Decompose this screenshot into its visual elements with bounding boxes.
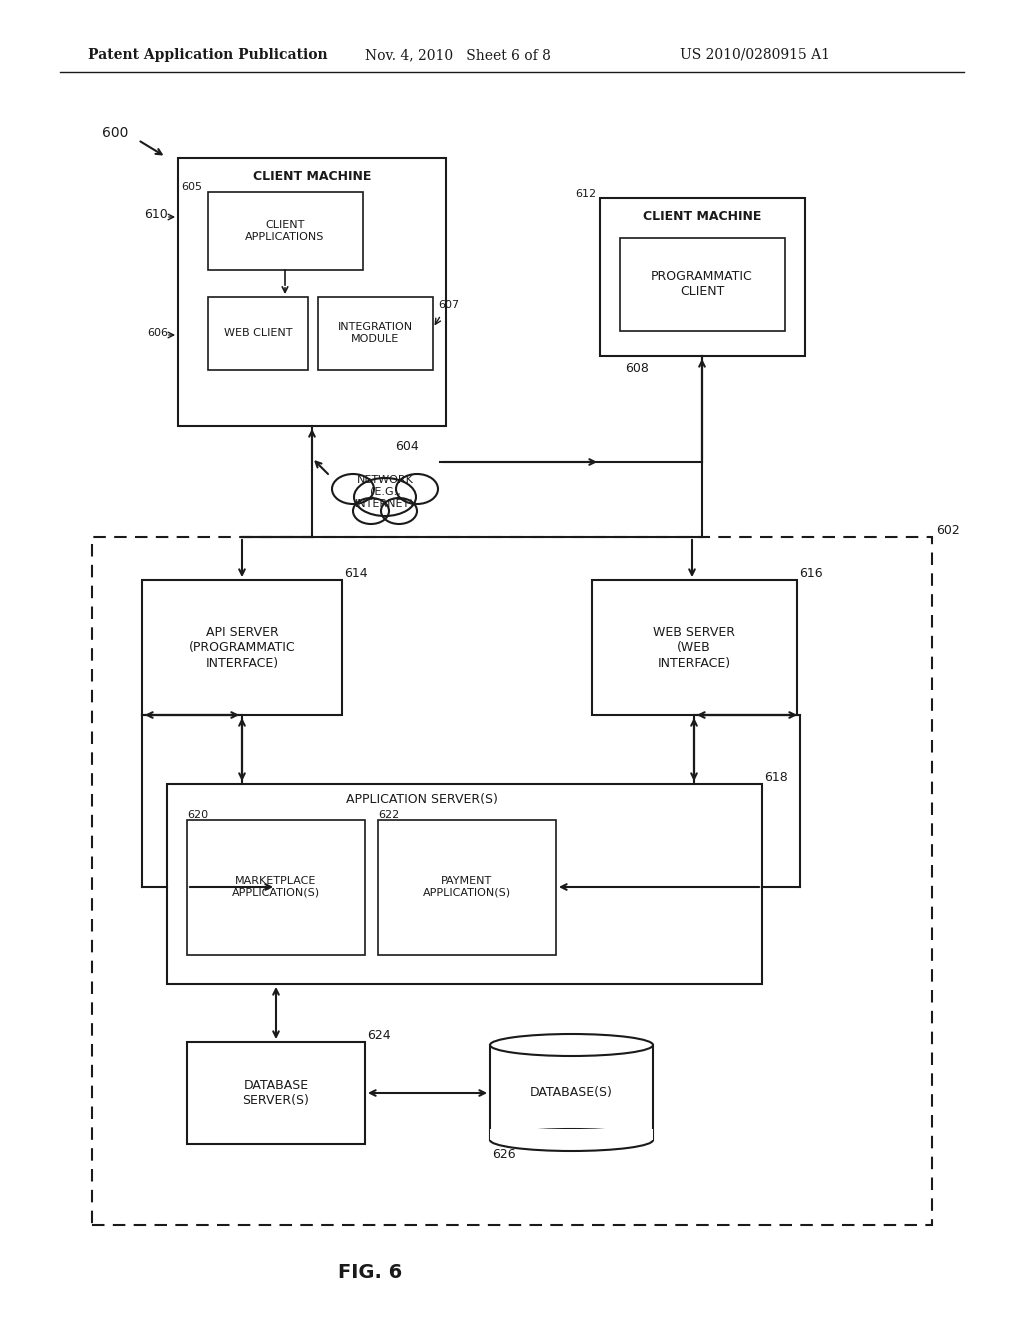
Text: NETWORK
(E.G.,
INTERNET): NETWORK (E.G., INTERNET) — [355, 475, 415, 508]
Bar — [208, 191, 362, 271]
Text: CLIENT
APPLICATIONS: CLIENT APPLICATIONS — [246, 220, 325, 242]
Text: Patent Application Publication: Patent Application Publication — [88, 48, 328, 62]
Text: 618: 618 — [764, 771, 787, 784]
Text: Nov. 4, 2010   Sheet 6 of 8: Nov. 4, 2010 Sheet 6 of 8 — [365, 48, 551, 62]
Bar — [490, 1129, 653, 1140]
Bar — [187, 820, 365, 954]
Text: PAYMENT
APPLICATION(S): PAYMENT APPLICATION(S) — [423, 876, 511, 898]
Bar — [187, 1041, 365, 1144]
Text: MARKETPLACE
APPLICATION(S): MARKETPLACE APPLICATION(S) — [232, 876, 321, 898]
Bar — [600, 198, 805, 356]
Text: 614: 614 — [344, 568, 368, 579]
Ellipse shape — [490, 1129, 653, 1151]
Text: FIG. 6: FIG. 6 — [338, 1262, 402, 1282]
Bar — [167, 784, 762, 983]
Bar — [142, 579, 342, 715]
Text: WEB SERVER
(WEB
INTERFACE): WEB SERVER (WEB INTERFACE) — [653, 627, 735, 669]
Bar — [92, 537, 932, 1225]
Ellipse shape — [381, 498, 417, 524]
Text: DATABASE(S): DATABASE(S) — [530, 1086, 613, 1100]
Text: DATABASE
SERVER(S): DATABASE SERVER(S) — [243, 1078, 309, 1107]
Text: US 2010/0280915 A1: US 2010/0280915 A1 — [680, 48, 830, 62]
Text: 607: 607 — [438, 300, 459, 310]
Text: 626: 626 — [492, 1148, 516, 1162]
Text: PROGRAMMATIC
CLIENT: PROGRAMMATIC CLIENT — [651, 271, 753, 298]
Text: 616: 616 — [799, 568, 822, 579]
Text: APPLICATION SERVER(S): APPLICATION SERVER(S) — [346, 793, 498, 807]
Text: 604: 604 — [395, 440, 419, 453]
Text: 622: 622 — [378, 810, 399, 820]
Text: CLIENT MACHINE: CLIENT MACHINE — [253, 170, 371, 183]
Text: CLIENT MACHINE: CLIENT MACHINE — [643, 210, 761, 223]
Ellipse shape — [332, 474, 374, 504]
Text: 610: 610 — [144, 209, 168, 222]
Text: 624: 624 — [367, 1030, 390, 1041]
Bar — [318, 297, 433, 370]
Text: 608: 608 — [625, 362, 649, 375]
Bar — [378, 820, 556, 954]
Ellipse shape — [490, 1034, 653, 1056]
Text: 605: 605 — [181, 182, 202, 191]
Bar — [208, 297, 308, 370]
Text: 620: 620 — [187, 810, 208, 820]
Text: WEB CLIENT: WEB CLIENT — [224, 327, 292, 338]
Bar — [620, 238, 785, 331]
Bar — [490, 1045, 653, 1140]
Text: 600: 600 — [101, 125, 128, 140]
Ellipse shape — [354, 478, 416, 516]
Bar — [592, 579, 797, 715]
Bar — [178, 158, 446, 426]
Text: API SERVER
(PROGRAMMATIC
INTERFACE): API SERVER (PROGRAMMATIC INTERFACE) — [188, 627, 295, 669]
Ellipse shape — [353, 498, 389, 524]
Text: 602: 602 — [936, 524, 959, 537]
Ellipse shape — [396, 474, 438, 504]
Text: 606: 606 — [147, 327, 168, 338]
Text: 612: 612 — [574, 189, 596, 199]
Text: INTEGRATION
MODULE: INTEGRATION MODULE — [338, 322, 413, 343]
